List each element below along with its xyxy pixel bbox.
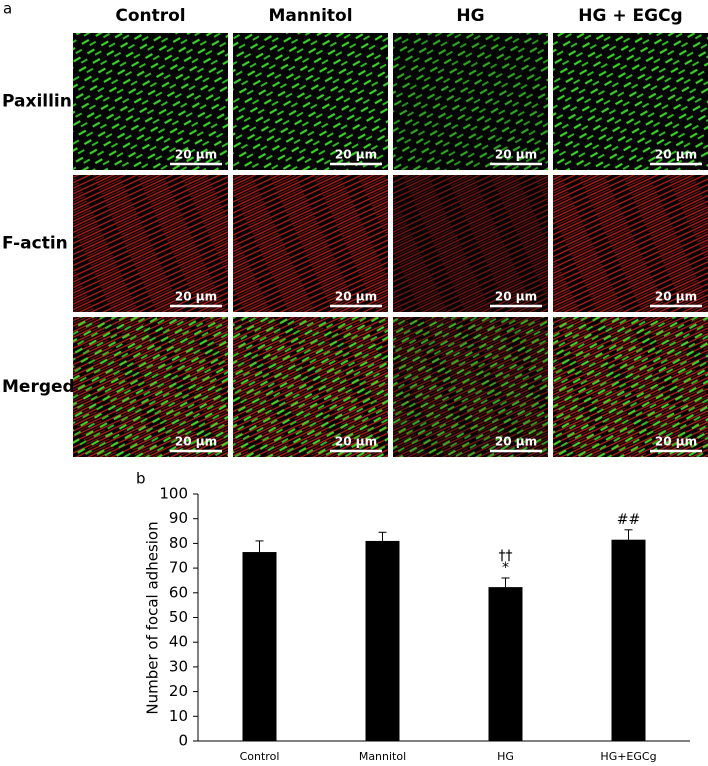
scale-bar-label: 20 μm [655,435,697,449]
row-label: F-actin [2,234,68,254]
micrograph: 20 μm [393,317,548,457]
paxillin-signal [553,317,708,457]
scale-bar-label: 20 μm [175,435,217,449]
scale-bar-label: 20 μm [655,290,697,304]
micrograph: 20 μm [233,175,388,312]
panel-label: b [136,470,146,488]
bar [365,540,400,741]
column-header: HG + EGCg [578,6,682,26]
x-tick-label: Mannitol [359,750,406,763]
y-tick-label: 20 [169,682,188,700]
column-header: Control [115,6,185,26]
y-tick-label: 50 [169,608,188,626]
paxillin-signal [73,33,228,170]
y-tick-label: 70 [169,559,188,577]
y-tick-label: 30 [169,657,188,675]
row-label: Merged [2,377,75,397]
scale-bar-label: 20 μm [655,148,697,162]
paxillin-signal [393,317,548,457]
micrograph: 20 μm [553,33,708,170]
paxillin-signal [393,33,548,170]
scale-bar-label: 20 μm [335,435,377,449]
bar [242,552,277,741]
micrograph: 20 μm [233,33,388,170]
row-label: Paxillin [2,92,72,112]
paxillin-signal [233,317,388,457]
paxillin-signal [73,317,228,457]
scale-bar-label: 20 μm [335,290,377,304]
y-tick-label: 60 [169,583,188,601]
bar [611,539,646,741]
paxillin-signal [233,33,388,170]
micrograph: 20 μm [73,317,228,457]
column-header: HG [456,6,484,26]
paxillin-signal [553,33,708,170]
error-bar [501,577,510,588]
micrograph: 20 μm [73,175,228,312]
y-tick-label: 80 [169,534,188,552]
y-tick-label: 0 [178,732,188,750]
x-tick-label: HG [497,750,514,763]
micrograph: 20 μm [233,317,388,457]
panel-label: a [3,0,12,18]
actin-signal [233,175,388,312]
error-bar [378,531,387,541]
y-tick-label: 10 [169,707,188,725]
y-tick-label: 100 [159,485,188,503]
y-axis-label: Number of focal adhesion [144,521,162,714]
x-tick-label: HG+EGCg [600,750,656,763]
scale-bar-label: 20 μm [495,148,537,162]
scale-bar-label: 20 μm [175,290,217,304]
y-tick-label: 40 [169,633,188,651]
micrograph: 20 μm [393,175,548,312]
significance-mark: ## [617,512,640,528]
significance-mark: †† [499,548,513,564]
scale-bar-label: 20 μm [335,148,377,162]
error-bar [255,540,264,553]
actin-signal [73,175,228,312]
micrograph: 20 μm [393,33,548,170]
micrograph: 20 μm [73,33,228,170]
scale-bar-label: 20 μm [495,290,537,304]
significance-mark: * [502,560,509,576]
micrograph: 20 μm [553,175,708,312]
y-tick-label: 90 [169,509,188,527]
micrograph: 20 μm [553,317,708,457]
error-bar [624,529,633,540]
x-tick-label: Control [240,750,280,763]
actin-signal [393,175,548,312]
column-header: Mannitol [268,6,352,26]
scale-bar-label: 20 μm [495,435,537,449]
bar [488,587,523,741]
micrograph-grid: Control Mannitol HG HG + EGCg Paxillin 20 μm 2… [2,6,708,457]
actin-signal [553,175,708,312]
scale-bar-label: 20 μm [175,148,217,162]
